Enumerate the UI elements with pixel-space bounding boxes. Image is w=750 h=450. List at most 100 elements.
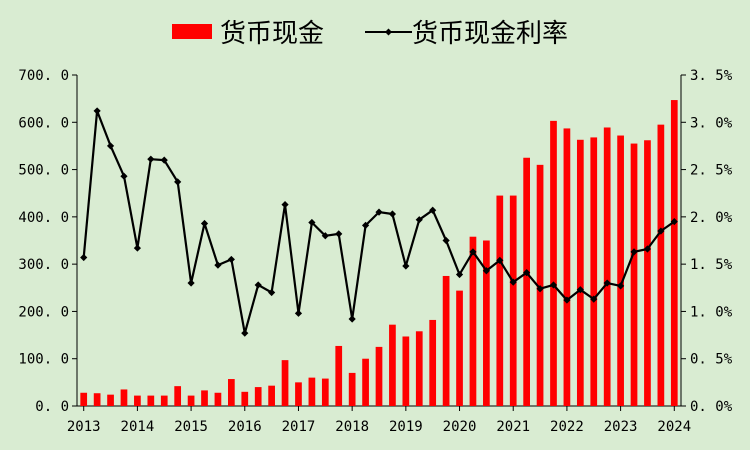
bar <box>523 157 530 406</box>
bar <box>550 120 557 407</box>
x-tick-label: 2017 <box>282 419 316 435</box>
line-point <box>388 210 397 218</box>
bar <box>563 128 571 406</box>
line-point <box>617 282 625 290</box>
bar-series <box>80 100 678 407</box>
bar <box>187 395 195 406</box>
x-tick-label: 2020 <box>443 419 477 435</box>
line-point <box>536 285 544 293</box>
right-tick-label: 1. 0% <box>690 304 733 320</box>
right-tick-label: 2. 5% <box>690 163 733 179</box>
x-tick-label: 2014 <box>121 419 155 435</box>
x-tick-label: 2016 <box>228 419 262 435</box>
bar <box>120 389 128 406</box>
bar <box>362 358 369 406</box>
bar <box>321 378 329 406</box>
line-point <box>429 206 437 214</box>
right-tick-label: 0. 5% <box>690 352 733 368</box>
line-point <box>241 329 249 337</box>
line-point <box>106 142 115 150</box>
line-point <box>509 278 517 286</box>
line-point <box>321 232 329 240</box>
bar <box>576 139 584 406</box>
bar <box>657 124 665 407</box>
rate-line <box>82 109 675 335</box>
left-tick-label: 200. 0 <box>18 304 69 320</box>
bar <box>429 319 437 406</box>
bar <box>603 127 611 406</box>
bar <box>93 393 101 406</box>
line-point <box>442 236 450 245</box>
bar <box>483 240 490 406</box>
left-tick-label: 400. 0 <box>18 210 69 226</box>
x-tick-label: 2022 <box>550 419 584 435</box>
line-point <box>482 267 490 275</box>
bar <box>496 195 504 406</box>
bar <box>469 236 477 406</box>
line-point <box>147 155 155 163</box>
left-tick-label: 300. 0 <box>18 257 69 273</box>
bar <box>201 390 208 406</box>
line-point <box>657 227 665 235</box>
line-point <box>200 219 209 228</box>
bar <box>281 360 289 406</box>
line-point <box>630 248 638 256</box>
line-point <box>375 208 383 216</box>
bar <box>335 345 343 406</box>
line-point <box>160 156 168 164</box>
line-point <box>496 256 504 264</box>
bar <box>295 382 302 406</box>
line-point <box>348 315 356 323</box>
bar <box>402 336 410 406</box>
line-point <box>214 261 222 269</box>
bar <box>630 143 638 407</box>
bar <box>147 395 155 406</box>
line-point <box>670 217 678 226</box>
x-tick-label: 2015 <box>174 419 208 435</box>
line-point <box>415 216 423 224</box>
bar <box>308 377 316 406</box>
right-tick-label: 2. 0% <box>690 210 733 226</box>
x-tick-label: 2019 <box>389 419 423 435</box>
legend-bar-swatch <box>172 24 212 39</box>
line-point <box>281 200 289 209</box>
bar <box>415 331 423 406</box>
bar <box>389 324 396 406</box>
bar <box>456 290 463 406</box>
line-point <box>133 244 141 252</box>
axes: 0. 0 100. 0 200. 0 300. 0 400. 0 500. 0 600. 0… <box>18 68 732 435</box>
line-point <box>402 262 410 270</box>
line-point <box>549 281 558 289</box>
left-tick-label: 700. 0 <box>18 68 69 84</box>
bar <box>107 394 114 406</box>
bar <box>214 392 222 406</box>
bar <box>644 140 651 407</box>
right-tick-label: 0. 0% <box>690 399 733 415</box>
bar <box>509 195 517 406</box>
bar <box>241 391 249 406</box>
line-point <box>455 270 464 279</box>
legend: 货币现金 货币现金利率 <box>172 19 568 49</box>
left-tick-label: 500. 0 <box>18 163 69 179</box>
line-point <box>469 248 477 256</box>
bar <box>228 379 235 406</box>
left-tick-label: 100. 0 <box>18 352 69 368</box>
x-tick-label: 2018 <box>335 419 369 435</box>
bar <box>442 275 450 406</box>
line-point <box>227 255 235 264</box>
line-point <box>120 172 128 180</box>
bar <box>254 387 262 406</box>
x-tick-label: 2023 <box>604 419 638 435</box>
bar <box>268 385 275 406</box>
line-point <box>268 288 276 297</box>
bar <box>174 386 182 406</box>
line-point <box>254 281 262 289</box>
bar <box>670 100 678 406</box>
right-tick-label: 1. 5% <box>690 257 733 273</box>
line-point <box>643 245 652 253</box>
line-point <box>576 286 584 294</box>
line-point <box>563 296 571 304</box>
line-point <box>308 218 316 227</box>
